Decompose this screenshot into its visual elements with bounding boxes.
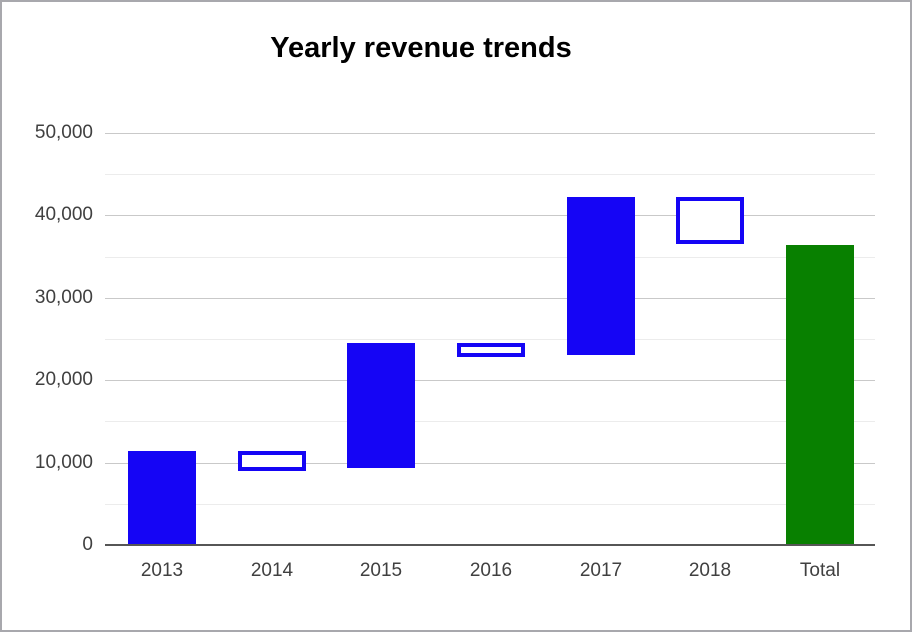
waterfall-bar-2013[interactable]	[128, 451, 196, 545]
x-axis-tick-label: 2017	[579, 560, 623, 581]
waterfall-bar-2014[interactable]	[238, 451, 306, 471]
waterfall-bar-2018[interactable]	[676, 197, 744, 244]
y-axis-tick-label: 30,000	[34, 287, 93, 308]
waterfall-bar-total[interactable]	[786, 245, 854, 545]
y-axis-tick-label: 10,000	[34, 452, 93, 473]
major-gridline	[105, 215, 875, 216]
x-axis-tick-label: 2014	[250, 560, 294, 581]
y-axis-tick-label: 50,000	[34, 122, 93, 143]
major-gridline	[105, 133, 875, 134]
x-axis-tick-label: 2018	[688, 560, 732, 581]
y-axis-tick-label: 40,000	[34, 204, 93, 225]
y-axis-tick-label: 20,000	[34, 369, 93, 390]
minor-gridline	[105, 257, 875, 258]
minor-gridline	[105, 504, 875, 505]
x-axis-line	[105, 544, 875, 546]
minor-gridline	[105, 421, 875, 422]
x-axis-tick-label: 2013	[140, 560, 184, 581]
x-axis-tick-label: Total	[799, 560, 841, 581]
chart-title: Yearly revenue trends	[270, 32, 572, 64]
waterfall-bar-2015[interactable]	[347, 343, 415, 468]
x-axis-tick-label: 2016	[469, 560, 513, 581]
minor-gridline	[105, 174, 875, 175]
major-gridline	[105, 463, 875, 464]
minor-gridline	[105, 339, 875, 340]
waterfall-bar-2016[interactable]	[457, 343, 525, 357]
x-axis-tick-label: 2015	[359, 560, 403, 581]
major-gridline	[105, 380, 875, 381]
major-gridline	[105, 298, 875, 299]
waterfall-bar-2017[interactable]	[567, 197, 635, 355]
y-axis-tick-label: 0	[82, 534, 93, 555]
